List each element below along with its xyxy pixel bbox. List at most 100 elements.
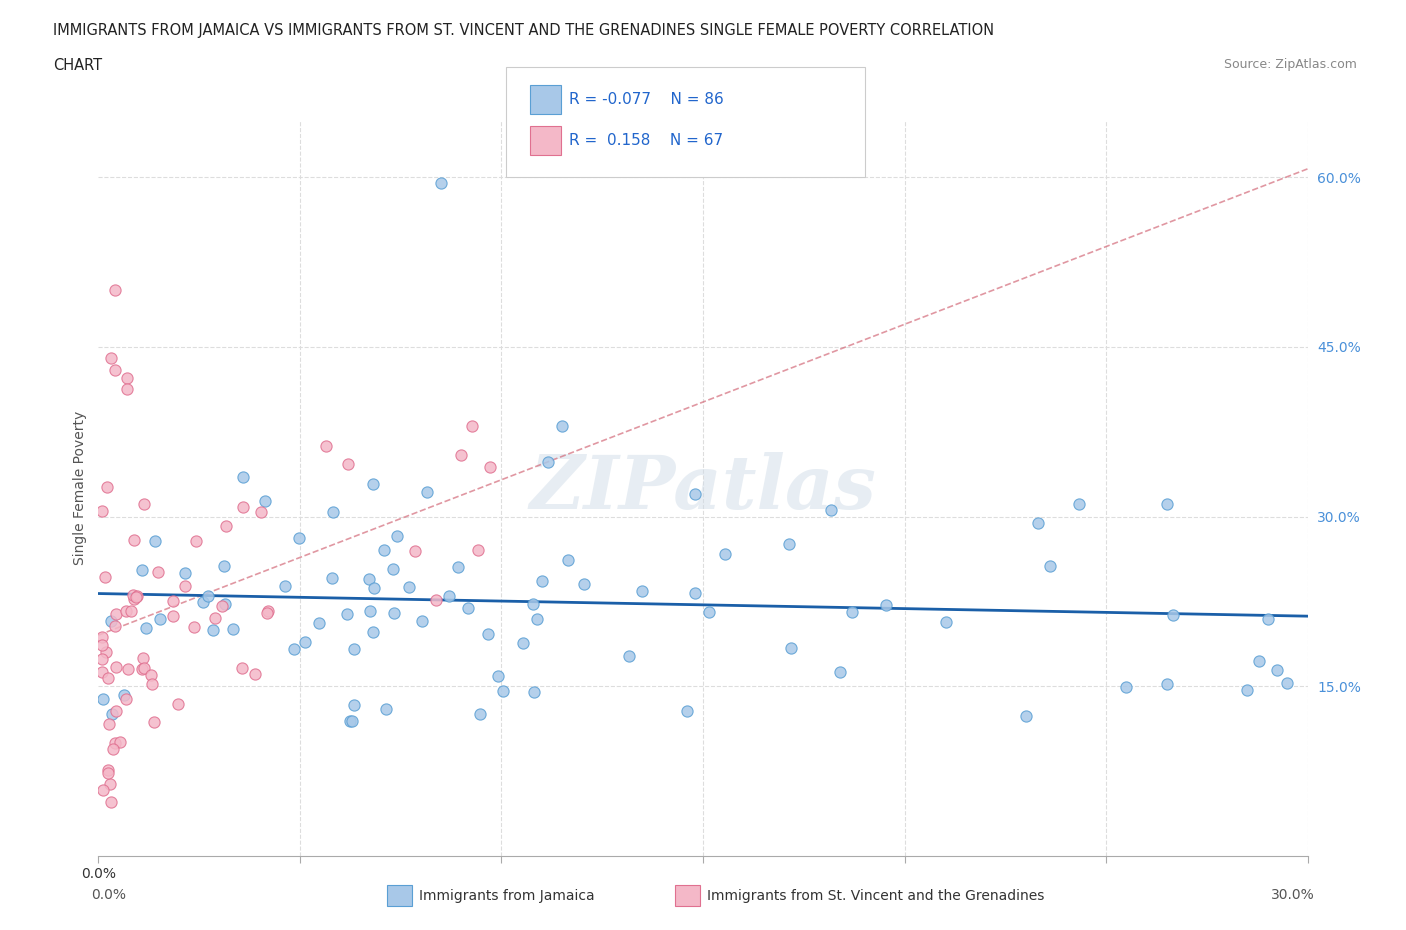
Point — [93, 783, 115, 798]
Point — [167, 697, 190, 711]
Point — [91, 630, 114, 644]
Point — [112, 687, 135, 702]
Point — [104, 736, 127, 751]
Point — [97, 671, 120, 685]
Point — [1067, 497, 1090, 512]
Point — [828, 665, 851, 680]
Point — [425, 592, 447, 607]
Point — [115, 371, 138, 386]
Text: Immigrants from Jamaica: Immigrants from Jamaica — [419, 888, 595, 903]
Point — [430, 176, 453, 191]
Point — [149, 612, 172, 627]
Point — [105, 659, 128, 674]
Point — [231, 660, 253, 675]
Point — [1026, 516, 1049, 531]
Point — [522, 597, 544, 612]
Point — [146, 565, 169, 579]
Point — [363, 580, 385, 595]
Point — [274, 579, 297, 594]
Point — [243, 667, 266, 682]
Point — [173, 578, 195, 593]
Point — [1039, 559, 1062, 574]
Point — [131, 661, 153, 676]
Point — [131, 563, 153, 578]
Point — [91, 692, 114, 707]
Point — [361, 624, 384, 639]
Point — [339, 714, 361, 729]
Point — [232, 499, 254, 514]
Point — [101, 706, 124, 721]
Point — [460, 418, 482, 433]
Point — [523, 684, 546, 699]
Point — [1015, 709, 1038, 724]
Point — [382, 605, 405, 620]
Point — [315, 438, 337, 453]
Point — [322, 504, 344, 519]
Point — [1277, 675, 1299, 690]
Point — [447, 559, 470, 574]
Point — [551, 418, 574, 433]
Point — [132, 660, 155, 675]
Point — [714, 547, 737, 562]
Point — [398, 579, 420, 594]
Point — [450, 447, 472, 462]
Point — [1156, 496, 1178, 511]
Point — [467, 543, 489, 558]
Point — [676, 703, 699, 718]
Point — [359, 604, 381, 618]
Point — [935, 615, 957, 630]
Point — [778, 537, 800, 551]
Point — [470, 707, 492, 722]
Point — [492, 684, 515, 698]
Point — [191, 594, 214, 609]
Point — [222, 621, 245, 636]
Point — [183, 619, 205, 634]
Point — [478, 459, 501, 474]
Point — [343, 698, 366, 712]
Point — [139, 668, 162, 683]
Text: 30.0%: 30.0% — [1271, 887, 1315, 902]
Point — [91, 665, 114, 680]
Point — [1265, 662, 1288, 677]
Point — [96, 480, 118, 495]
Point — [683, 487, 706, 502]
Point — [416, 485, 439, 499]
Point — [537, 454, 560, 469]
Point — [512, 635, 534, 650]
Point — [256, 605, 278, 620]
Point — [1156, 676, 1178, 691]
Text: CHART: CHART — [53, 58, 103, 73]
Text: 0.0%: 0.0% — [91, 887, 127, 902]
Point — [387, 528, 409, 543]
Point — [162, 593, 184, 608]
Point — [125, 589, 148, 604]
Point — [97, 765, 120, 780]
Point — [143, 714, 166, 729]
Point — [381, 562, 404, 577]
Text: Immigrants from St. Vincent and the Grenadines: Immigrants from St. Vincent and the Gren… — [707, 888, 1045, 903]
Point — [103, 283, 125, 298]
Point — [104, 703, 127, 718]
Point — [201, 622, 224, 637]
Point — [373, 543, 395, 558]
Point — [94, 645, 117, 660]
Point — [1115, 680, 1137, 695]
Point — [779, 641, 801, 656]
Point — [343, 642, 366, 657]
Point — [697, 604, 720, 619]
Point — [257, 604, 280, 618]
Point — [439, 589, 461, 604]
Point — [97, 763, 120, 777]
Point — [572, 577, 595, 591]
Point — [100, 795, 122, 810]
Point — [104, 606, 127, 621]
Point — [184, 533, 207, 548]
Point — [197, 589, 219, 604]
Point — [124, 591, 146, 606]
Point — [204, 611, 226, 626]
Text: R = -0.077    N = 86: R = -0.077 N = 86 — [569, 92, 724, 107]
Point — [875, 597, 897, 612]
Point — [841, 604, 863, 619]
Point — [93, 569, 115, 584]
Point — [91, 503, 114, 518]
